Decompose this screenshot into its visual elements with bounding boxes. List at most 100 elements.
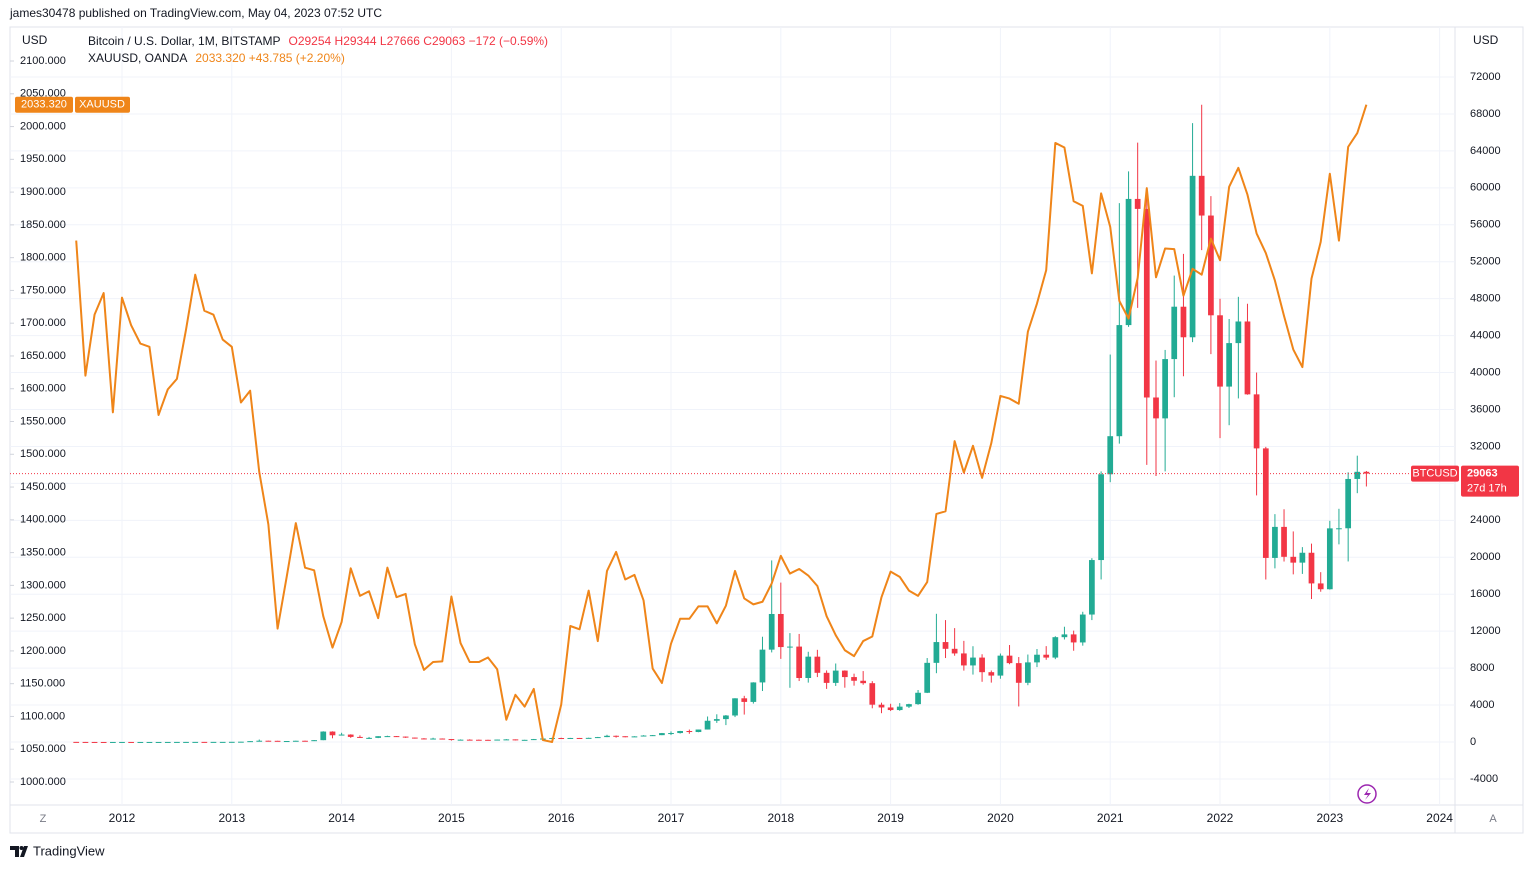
marks <box>10 104 1455 744</box>
candle-body <box>201 741 208 743</box>
candle-body <box>521 739 528 741</box>
icon-bolt[interactable] <box>1364 788 1371 800</box>
y2-tick-label: 4000 <box>1470 699 1494 711</box>
x-tick-label: 2016 <box>548 811 575 825</box>
y2-tick-label: 68000 <box>1470 108 1501 120</box>
y2-tick-label: 32000 <box>1470 440 1501 452</box>
candle-body <box>1345 478 1352 529</box>
candle-body <box>457 739 464 741</box>
y-tick-label: 1400.000 <box>20 514 66 526</box>
x-tick-label: 2013 <box>218 811 245 825</box>
candle-body <box>274 740 281 742</box>
candle-body <box>741 698 748 702</box>
candle-body <box>393 736 400 738</box>
candle-body <box>759 649 766 683</box>
logo-dot <box>19 846 24 850</box>
y-tick-label: 1250.000 <box>20 612 66 624</box>
button-bg[interactable] <box>34 810 52 828</box>
y2-tick-label: 48000 <box>1470 293 1501 305</box>
candle-body <box>1272 526 1278 558</box>
badge-bg <box>15 96 73 113</box>
candle-body <box>411 737 418 739</box>
y-tick-label: 2050.000 <box>20 88 66 100</box>
y-tick-label: 1150.000 <box>20 678 65 690</box>
y2-tick-label: 36000 <box>1470 403 1501 415</box>
candle-body <box>1308 552 1315 584</box>
candle-body <box>1015 663 1022 683</box>
candle-body <box>1171 306 1178 360</box>
candle-body <box>366 737 372 739</box>
y-tick-label: 1950.000 <box>20 153 66 165</box>
x-tick-label: 2017 <box>658 811 685 825</box>
candle-body <box>1006 655 1013 664</box>
candle-body <box>82 741 89 743</box>
y2-tick-label: 60000 <box>1470 182 1501 194</box>
candle-body <box>448 739 455 741</box>
candle-body <box>466 739 473 741</box>
candle-body <box>1025 662 1031 683</box>
y-tick-label: 1600.000 <box>20 383 66 395</box>
y-tick-label: 2000.000 <box>20 120 66 132</box>
candle-body <box>1134 198 1141 209</box>
candle-body <box>1354 471 1361 479</box>
legend-name: Bitcoin / U.S. Dollar, 1M, BITSTAMP <box>88 34 281 48</box>
button-label[interactable]: Z <box>40 813 47 825</box>
x-tick-label: 2020 <box>987 811 1014 825</box>
candle-body <box>137 741 144 743</box>
candle-body <box>311 740 318 742</box>
candle-body <box>805 656 812 678</box>
x-tick-label: 2015 <box>438 811 465 825</box>
candle-body <box>576 737 583 739</box>
candle-body <box>1262 448 1269 558</box>
flash-icon[interactable] <box>1357 784 1377 804</box>
candle-body <box>750 682 757 702</box>
x-tick-label: 2023 <box>1316 811 1343 825</box>
x-tick-label: 2022 <box>1207 811 1234 825</box>
candle-body <box>1107 436 1114 475</box>
y-tick-label: 1850.000 <box>20 219 66 231</box>
candle-body <box>640 735 647 737</box>
badge-symbol: BTCUSD <box>1412 467 1457 479</box>
candle-body <box>1125 198 1132 326</box>
y2-tick-label: 44000 <box>1470 330 1501 342</box>
y2-tick-label: 56000 <box>1470 219 1501 231</box>
y-tick-label: 1800.000 <box>20 252 66 264</box>
candle-body <box>1253 394 1260 449</box>
candle-body <box>604 735 610 738</box>
x-tick-label: 2014 <box>328 811 355 825</box>
candle-body <box>768 613 775 650</box>
candle-body <box>1070 634 1077 643</box>
candle-body <box>192 741 199 743</box>
y-tick-label: 1100.000 <box>20 710 65 722</box>
candle-body <box>686 731 693 733</box>
candle-body <box>1052 637 1059 658</box>
candle-body <box>1043 654 1050 658</box>
y-tick-label: 1350.000 <box>20 546 66 558</box>
candle-body <box>183 741 189 743</box>
logo-mark <box>10 846 28 857</box>
a-button[interactable]: A <box>1484 810 1502 828</box>
y2-tick-label: 20000 <box>1470 551 1501 563</box>
candle-body <box>704 720 711 730</box>
candle-body <box>210 741 217 743</box>
z-button[interactable]: Z <box>34 810 52 828</box>
candle-body <box>951 648 958 654</box>
candle-body <box>1226 343 1232 387</box>
y-tick-label: 1450.000 <box>20 481 66 493</box>
candle-body <box>475 739 482 741</box>
candle-body <box>979 657 985 673</box>
footer-brand: TradingView <box>33 843 105 858</box>
button-label[interactable]: A <box>1489 813 1497 825</box>
y-tick-label: 1900.000 <box>20 186 66 198</box>
legend-values: 2033.320 +43.785 (+2.20%) <box>195 51 344 65</box>
y2-tick-label: 12000 <box>1470 625 1501 637</box>
candle-body <box>384 736 391 738</box>
candle-body <box>659 733 665 736</box>
candle-body <box>439 738 446 740</box>
candle-body <box>869 683 876 705</box>
button-bg[interactable] <box>1484 810 1502 828</box>
y-tick-label: 1700.000 <box>20 317 66 329</box>
candle-body <box>283 741 290 743</box>
candle-body <box>1089 560 1095 615</box>
candle-body <box>732 698 738 716</box>
